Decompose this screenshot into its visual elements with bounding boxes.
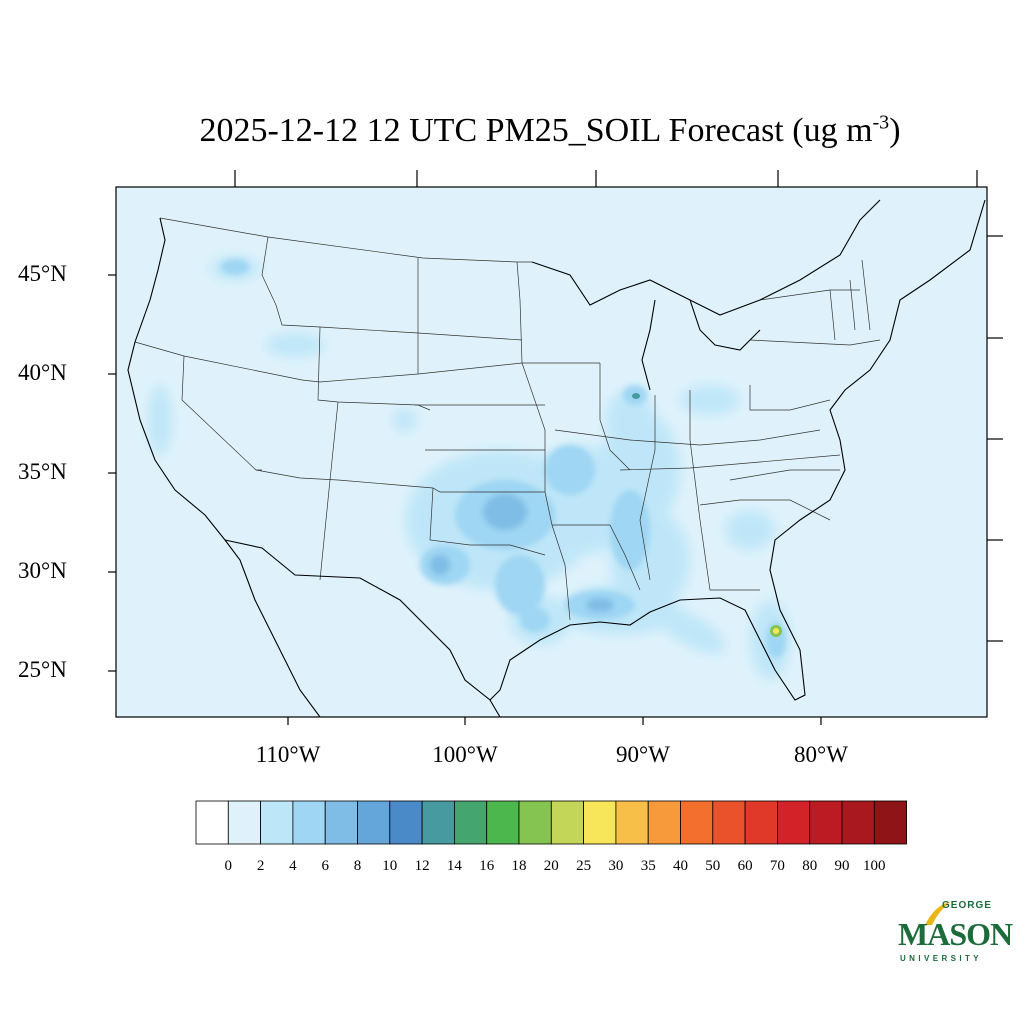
colorbar-label-20: 20 [543,858,559,874]
colorbar-box-4 [324,800,358,845]
colorbar-label-16: 16 [479,858,495,874]
colorbar-label-100: 100 [863,858,886,874]
colorbar-box-5 [357,800,391,845]
logo-university-text: UNIVERSITY [900,954,983,963]
colorbar-label-50: 50 [705,858,721,874]
colorbar-label-18: 18 [511,858,527,874]
colorbar-label-30: 30 [608,858,624,874]
colorbar-label-70: 70 [769,858,785,874]
colorbar-box-15 [680,800,714,845]
colorbar-box-16 [712,800,746,845]
colorbar-box-18 [777,800,811,845]
colorbar-label-90: 90 [834,858,850,874]
colorbar-box-21 [873,800,907,845]
map-ticks [108,170,1003,725]
lat-label-35: 35°N [18,459,67,484]
colorbar-label-8: 8 [353,858,362,874]
colorbar-box-6 [389,800,423,845]
colorbar-box-9 [486,800,520,845]
colorbar-label-4: 4 [289,858,297,874]
colorbar-box-17 [744,800,778,845]
lat-label-30: 30°N [18,558,67,583]
coastline [127,199,986,717]
colorbar-box-13 [615,800,649,845]
hotspot-florida-core [773,628,779,634]
state-boundaries [134,217,881,621]
colorbar-label-0: 0 [224,858,233,874]
logo-george-text: GEORGE [942,900,992,911]
colorbar [195,800,907,845]
colorbar-label-35: 35 [640,858,656,874]
colorbar-box-1 [227,800,262,845]
lon-label-100w: 100°W [432,742,498,767]
colorbar-box-7 [421,800,455,845]
colorbar-box-20 [841,800,875,845]
lat-label-40: 40°N [18,360,67,385]
colorbar-label-80: 80 [802,858,818,874]
colorbar-label-14: 14 [446,858,462,874]
colorbar-box-3 [292,800,326,845]
colorbar-label-40: 40 [673,858,688,874]
colorbar-label-12: 12 [414,858,430,874]
lat-label-45: 45°N [18,261,67,286]
colorbar-box-14 [647,800,681,845]
logo-swoosh [925,902,950,925]
colorbar-label-60: 60 [737,858,753,874]
colorbar-label-25: 25 [576,858,592,874]
lon-label-90w: 90°W [616,742,670,767]
hotspot-midwest [632,393,640,399]
chart-title: 2025-12-12 12 UTC PM25_SOIL Forecast (ug… [199,111,901,149]
map-frame [115,186,988,718]
colorbar-box-8 [453,800,488,845]
colorbar-label-2: 2 [256,858,265,874]
colorbar-box-11 [550,800,584,845]
lon-label-80w: 80°W [794,742,848,767]
logo-mason-text: MASON [898,916,1013,952]
colorbar-label-10: 10 [382,858,398,874]
lon-label-110w: 110°W [255,742,321,767]
colorbar-label-6: 6 [321,858,329,874]
gmu-logo: GEORGE MASON UNIVERSITY [898,900,1013,970]
colorbar-box-19 [809,800,843,845]
colorbar-box-2 [260,800,294,845]
colorbar-box-12 [583,800,617,845]
colorbar-box-10 [518,800,552,845]
lat-label-25: 25°N [18,657,67,682]
colorbar-box-0 [195,800,229,845]
pm25-contours-dark [430,494,614,612]
